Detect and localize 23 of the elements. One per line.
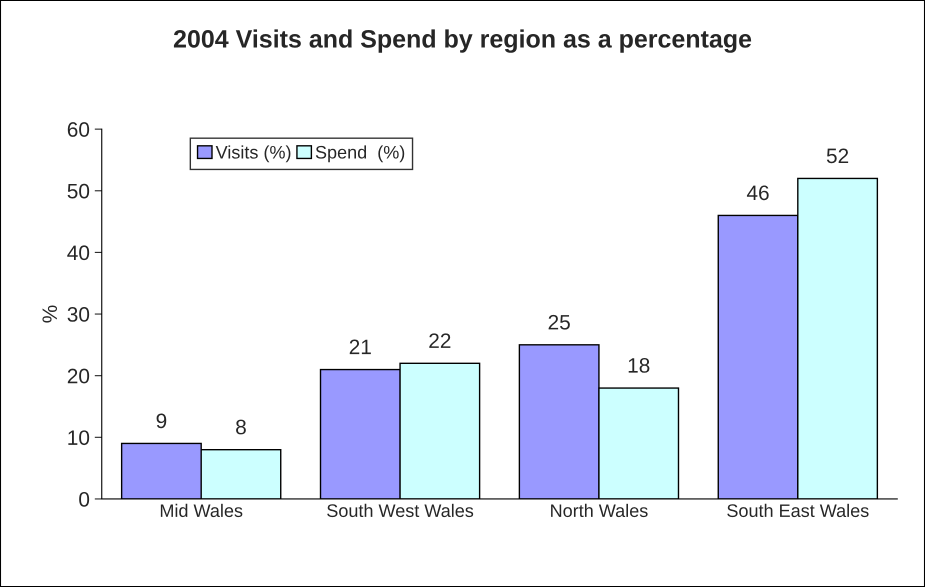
y-tick-label: 50 — [68, 184, 90, 199]
x-tick-label: North Wales — [551, 504, 648, 518]
x-tick-label: Mid Wales — [160, 504, 242, 518]
x-tick-label: South West Wales — [327, 504, 474, 518]
chart-title: 2004 Visits and Spend by region as a percentage — [174, 29, 752, 53]
y-tick-label: 30 — [68, 307, 90, 322]
y-tick-label: 10 — [68, 430, 90, 446]
data-label: 9 — [156, 413, 166, 428]
data-label: 18 — [628, 358, 650, 373]
x-tick-label: South East Wales — [727, 504, 869, 518]
data-label: 25 — [548, 314, 570, 330]
data-label: 8 — [236, 420, 246, 434]
data-label: 22 — [429, 333, 450, 348]
data-label: 52 — [826, 148, 848, 164]
data-label: 21 — [350, 340, 371, 354]
y-axis-title: % — [42, 306, 58, 323]
data-label: 46 — [746, 185, 769, 200]
y-tick-label: 40 — [67, 245, 90, 260]
y-tick-label: 60 — [68, 122, 90, 137]
y-tick-label: 0 — [79, 492, 90, 507]
y-tick-label: 20 — [68, 368, 90, 384]
legend-label: Spend (%) — [316, 145, 404, 162]
legend-label: Visits (%) — [216, 145, 290, 162]
